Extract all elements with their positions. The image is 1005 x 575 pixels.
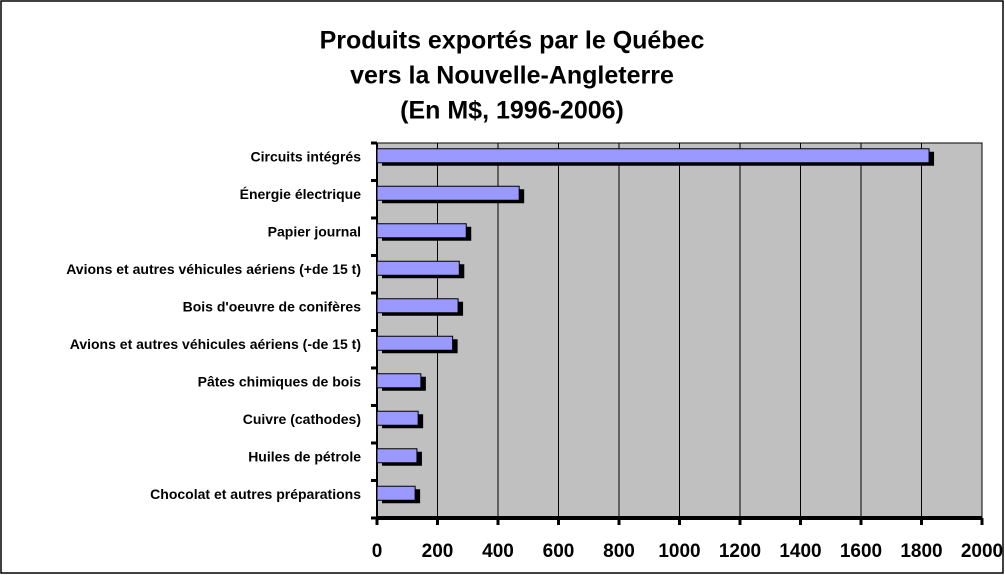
x-tick-label: 1000 [658,541,700,562]
x-tick-label: 0 [372,541,383,562]
y-tick-label: Chocolat et autres préparations [150,486,361,502]
bar [376,485,416,501]
y-tick-label: Circuits intégrés [251,148,362,164]
y-tick-label: Papier journal [268,223,361,239]
x-tick-label: 1600 [840,541,882,562]
x-tick-label: 1400 [779,541,821,562]
y-tick-label: Cuivre (cathodes) [243,411,361,427]
chart-title: Produits exportés par le Québec [320,27,705,55]
x-tick-label: 1200 [719,541,761,562]
bar [376,410,419,426]
x-tick-label: 200 [422,541,454,562]
y-tick-label: Énergie électrique [240,186,362,202]
x-tick-label: 800 [603,541,635,562]
y-tick-label: Pâtes chimiques de bois [198,373,362,389]
y-tick-label: Avions et autres véhicules aériens (-de … [70,336,361,352]
y-tick-label: Huiles de pétrole [248,448,361,464]
x-tick-label: 600 [543,541,575,562]
bar [376,448,418,464]
x-tick-label: 1800 [900,541,942,562]
bar [376,335,454,351]
bar [376,260,460,276]
bar [376,185,520,201]
bar [376,373,422,389]
bar [376,223,467,239]
x-tick-label: 2000 [961,541,1003,562]
chart-title: (En M$, 1996-2006) [400,97,624,125]
y-tick-label: Avions et autres véhicules aériens (+de … [66,261,361,277]
x-tick-label: 400 [482,541,514,562]
bar [376,148,930,164]
bar [376,298,459,314]
y-tick-label: Bois d'oeuvre de conifères [183,298,362,314]
chart-title: vers la Nouvelle-Angleterre [350,62,674,90]
